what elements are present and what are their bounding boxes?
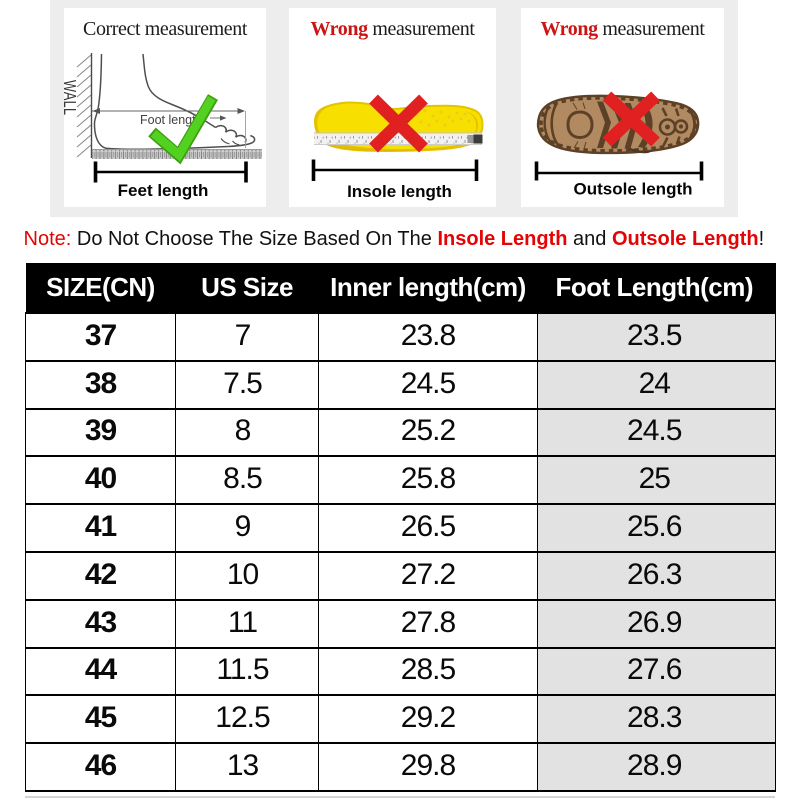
svg-text:Foot length: Foot length — [140, 113, 203, 127]
svg-text:Outsole length: Outsole length — [574, 180, 693, 199]
svg-text:WALL: WALL — [59, 80, 78, 115]
svg-text:Feet length: Feet length — [118, 181, 209, 200]
svg-text:Insole length: Insole length — [347, 182, 452, 201]
